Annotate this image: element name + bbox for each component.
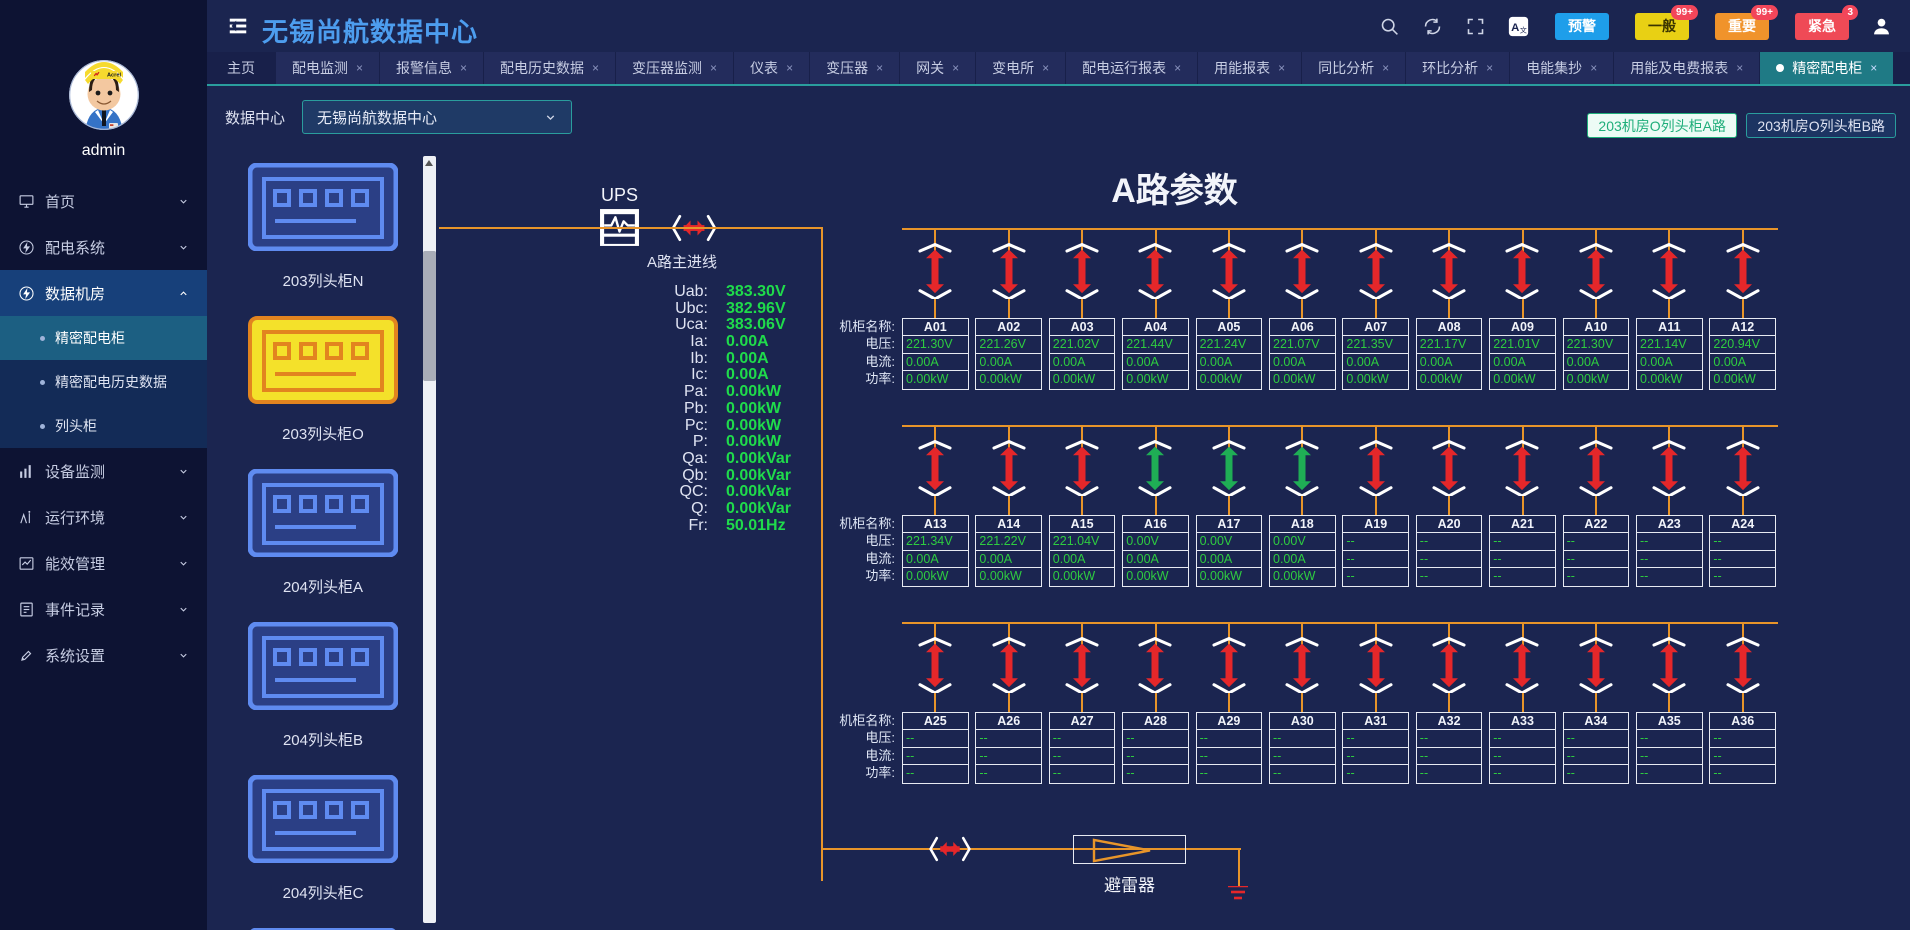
svg-text:Acrel: Acrel xyxy=(107,72,121,78)
svg-text:文: 文 xyxy=(1520,25,1527,34)
svg-text:A: A xyxy=(1511,21,1519,33)
